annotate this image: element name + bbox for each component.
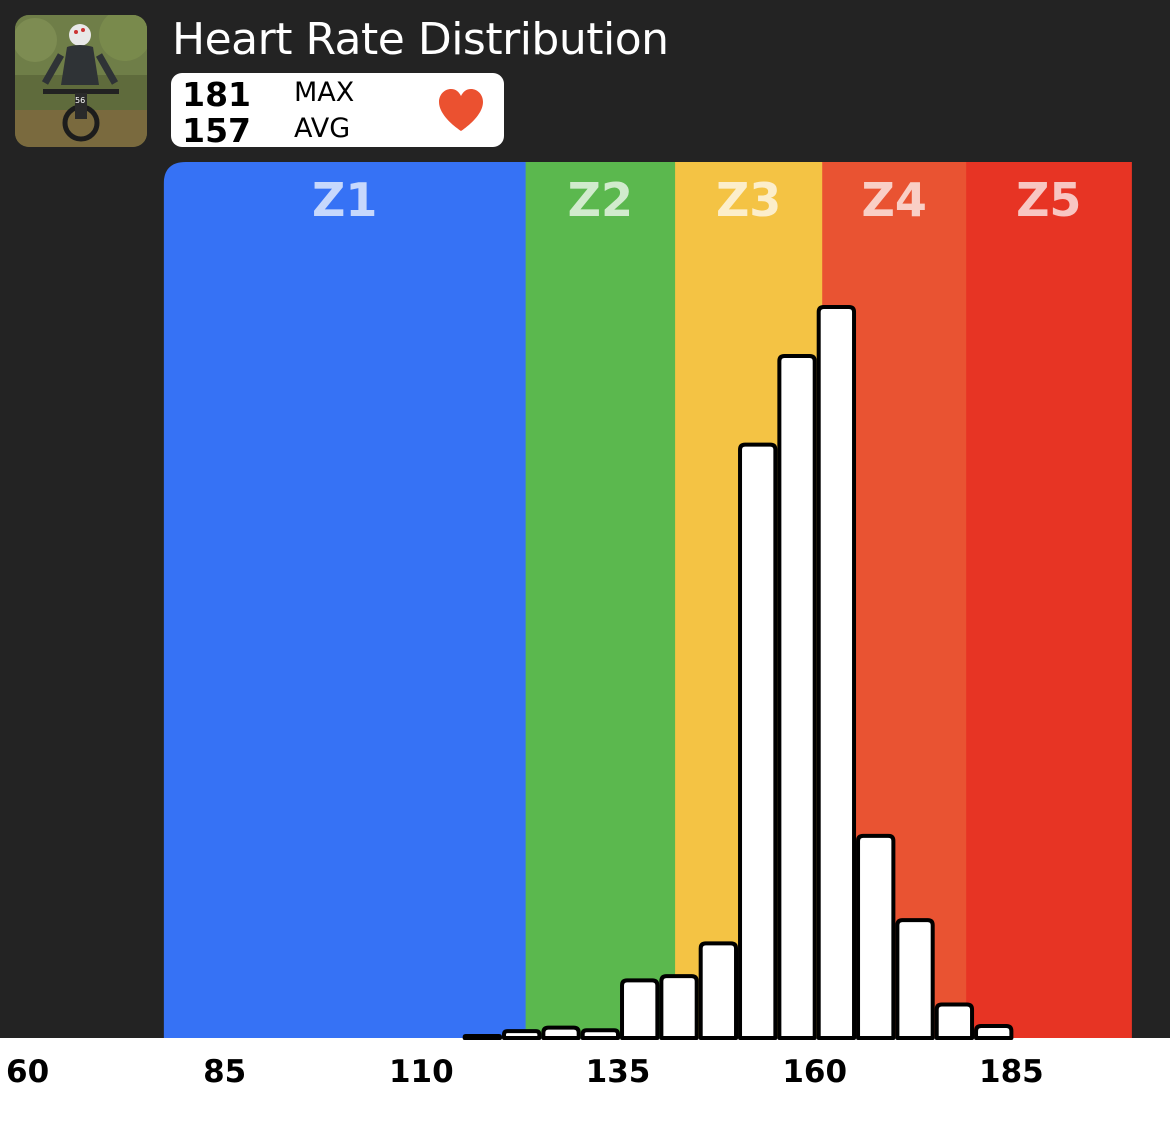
x-tick-label: 85 xyxy=(203,1054,246,1090)
svg-text:56: 56 xyxy=(75,96,85,105)
hr-stats-card: 181 MAX 157 AVG xyxy=(171,73,504,147)
zone-label-z2: Z2 xyxy=(568,173,633,227)
zone-label-z4: Z4 xyxy=(862,173,927,227)
histogram-bar xyxy=(816,305,857,1040)
zone-band-z1 xyxy=(163,162,527,1038)
x-tick-label: 135 xyxy=(586,1054,651,1090)
x-axis-ticks: 60 85 110 135 160 185 xyxy=(6,1054,1044,1090)
zone-label-z1: Z1 xyxy=(312,173,377,227)
avg-hr-label: AVG xyxy=(294,113,351,144)
max-hr-label: MAX xyxy=(294,77,355,108)
histogram-bar xyxy=(462,1034,503,1040)
max-hr-value: 181 xyxy=(182,75,251,114)
x-tick-label: 160 xyxy=(782,1054,847,1090)
histogram-bar xyxy=(934,1002,975,1040)
histogram-bar xyxy=(698,941,739,1040)
cyclist-photo-icon: 56 xyxy=(15,15,147,147)
histogram-bar xyxy=(541,1025,581,1040)
histogram-bar xyxy=(580,1028,621,1040)
x-tick-label: 110 xyxy=(389,1054,454,1090)
avg-hr-value: 157 xyxy=(182,111,251,150)
zone-label-z5: Z5 xyxy=(1016,173,1081,227)
histogram-bar xyxy=(856,833,896,1040)
histogram-bar xyxy=(777,354,817,1040)
zone-band-z5 xyxy=(966,162,1132,1038)
heart-icon xyxy=(439,89,483,131)
histogram-bars xyxy=(462,305,1014,1040)
histogram-bar xyxy=(659,974,699,1040)
histogram-bar xyxy=(974,1023,1014,1040)
histogram-bar xyxy=(620,978,660,1040)
page-title: Heart Rate Distribution xyxy=(172,14,669,65)
histogram-bar xyxy=(502,1029,542,1040)
histogram-bar xyxy=(738,442,778,1040)
zone-bands xyxy=(163,162,1132,1038)
x-tick-label: 60 xyxy=(6,1054,49,1090)
zone-label-z3: Z3 xyxy=(716,173,781,227)
zone-labels: Z1 Z2 Z3 Z4 Z5 xyxy=(312,173,1081,227)
zone-band-z2 xyxy=(525,162,676,1038)
avatar[interactable]: 56 xyxy=(15,15,147,147)
histogram-bar xyxy=(895,918,935,1040)
x-tick-label: 185 xyxy=(979,1054,1044,1090)
